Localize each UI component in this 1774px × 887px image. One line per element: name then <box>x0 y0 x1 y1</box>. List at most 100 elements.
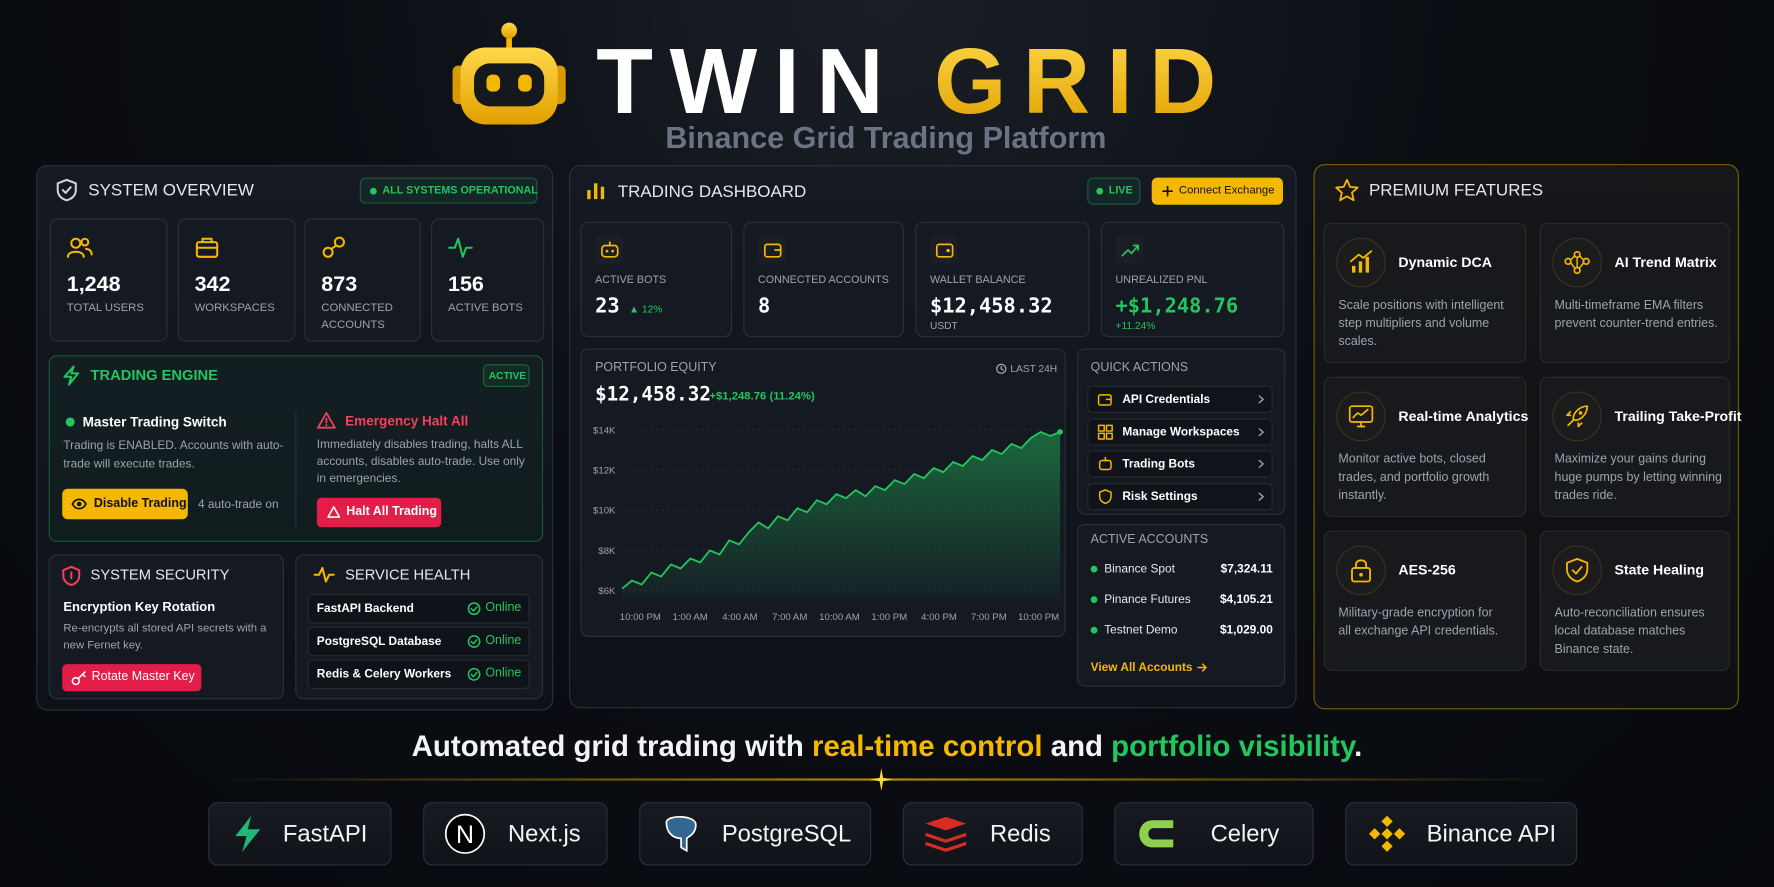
tagline-part: portfolio visibility <box>1111 728 1355 763</box>
equity-area <box>622 431 1061 600</box>
tech-name: Celery <box>1210 821 1280 848</box>
tech-name: Next.js <box>507 821 581 848</box>
status-dot <box>1096 187 1104 195</box>
stat-value: 873 <box>321 272 358 296</box>
stat-label: TOTAL USERS <box>66 302 144 315</box>
brand-accent: GRID <box>934 29 1216 133</box>
feature-description: Scale positions with intelligent step mu… <box>1338 298 1504 349</box>
icon-shape <box>1365 256 1369 273</box>
icon-shape <box>600 244 619 258</box>
feature-title: Trailing Take-Profit <box>1614 407 1742 424</box>
quick-action-row[interactable] <box>1087 385 1273 413</box>
icon <box>1351 559 1372 583</box>
icon <box>1097 394 1112 406</box>
tech-logo <box>235 815 261 852</box>
icon-shape <box>1351 567 1372 583</box>
feature-icon-circle <box>1336 545 1386 596</box>
panel-title: PREMIUM FEATURES <box>1368 181 1544 201</box>
tech-logo: N <box>444 813 486 854</box>
icon-shape <box>327 506 341 518</box>
feature-description: Maximize your gains during huge pumps by… <box>1554 452 1722 503</box>
chart-range: LAST 24H <box>1010 362 1058 375</box>
icon <box>1098 456 1112 471</box>
icon <box>317 412 336 429</box>
icon-shape <box>1090 626 1098 634</box>
button-label: Rotate Master Key <box>91 670 195 684</box>
tech-logo <box>925 816 967 852</box>
quick-action-label: API Credentials <box>1122 392 1211 406</box>
account-balance: $4,105.21 <box>1219 592 1273 607</box>
live-badge <box>1087 177 1141 205</box>
icon <box>935 242 953 258</box>
quick-action-row[interactable] <box>1087 418 1273 446</box>
icon <box>56 178 77 202</box>
feature-description: Multi-timeframe EMA filters prevent coun… <box>1554 298 1718 331</box>
quick-action-row[interactable] <box>1087 483 1273 511</box>
icon-shape <box>1162 185 1173 197</box>
equity-value: $12,458.32 <box>595 383 711 406</box>
item-description: Re-encrypts all stored API secrets with … <box>63 622 267 652</box>
service-name: PostgreSQL Database <box>316 634 442 648</box>
icon-shape <box>1197 663 1207 672</box>
icon <box>322 236 345 258</box>
icon-shape <box>1564 257 1572 266</box>
icon-shape <box>77 671 86 680</box>
icon-shape <box>1097 432 1105 440</box>
feature-icon-circle <box>1552 545 1603 596</box>
service-row <box>307 593 530 624</box>
y-tick-label: $10K <box>593 506 616 517</box>
icon <box>587 183 605 200</box>
x-tick-label: 7:00 AM <box>772 612 807 623</box>
button-label: Halt All Trading <box>346 505 438 519</box>
rotate-key-button[interactable] <box>62 664 202 692</box>
tech-badge <box>902 802 1083 866</box>
tagline-part: real-time control <box>812 728 1043 763</box>
divider <box>295 411 297 528</box>
icon-shape <box>1090 596 1098 604</box>
icon-shape <box>65 417 75 427</box>
status-dot <box>1090 565 1098 573</box>
quick-action-row[interactable] <box>1087 450 1273 478</box>
icon <box>1348 405 1374 428</box>
icon <box>996 363 1007 375</box>
brand-title: TWIN GRID <box>596 29 1216 133</box>
feature-title: State Healing <box>1614 561 1705 578</box>
feature-icon-circle <box>1336 391 1386 442</box>
status-dot <box>1090 596 1098 604</box>
icon-shape <box>467 635 481 648</box>
stat-label: CONNECTED ACCOUNTS <box>321 302 393 332</box>
tech-logo <box>1368 815 1406 852</box>
x-tick-label: 1:00 AM <box>673 612 708 623</box>
icon <box>1197 663 1207 672</box>
icon-shape <box>1578 411 1583 415</box>
view-accounts-link[interactable]: View All Accounts <box>1090 660 1193 674</box>
metric-label: UNREALIZED PNL <box>1115 274 1208 287</box>
metric-sub: USDT <box>929 319 958 332</box>
tech-name: PostgreSQL <box>721 821 852 848</box>
service-name: Redis & Celery Workers <box>316 667 452 681</box>
tagline: Automated grid trading with real-time co… <box>0 729 1774 764</box>
service-row <box>307 626 530 657</box>
service-name: FastAPI Backend <box>316 601 414 616</box>
icon-shape <box>1582 257 1590 266</box>
stat-card <box>177 218 296 342</box>
x-tick-label: 10:00 PM <box>1018 612 1059 623</box>
status-dot <box>65 417 75 427</box>
icon-shape <box>470 639 478 645</box>
icon-shape <box>1098 459 1112 471</box>
icon-shape <box>333 236 345 248</box>
auto-trade-note: 4 auto-trade on <box>197 497 279 512</box>
icon-shape <box>1352 408 1369 428</box>
metric-change: ▲ 12% <box>629 302 663 315</box>
metric-icon-box <box>595 235 624 264</box>
disable-trading-button[interactable] <box>62 488 188 520</box>
icon-shape <box>1335 178 1359 202</box>
panel-title: TRADING DASHBOARD <box>617 182 807 202</box>
icon <box>71 498 87 510</box>
icon-shape <box>1258 492 1264 501</box>
stat-value: 342 <box>194 272 231 296</box>
icon-shape <box>1572 405 1589 422</box>
icon-shape <box>1139 820 1174 848</box>
connect-exchange-button[interactable] <box>1151 177 1283 205</box>
section-title: SYSTEM SECURITY <box>90 565 230 583</box>
